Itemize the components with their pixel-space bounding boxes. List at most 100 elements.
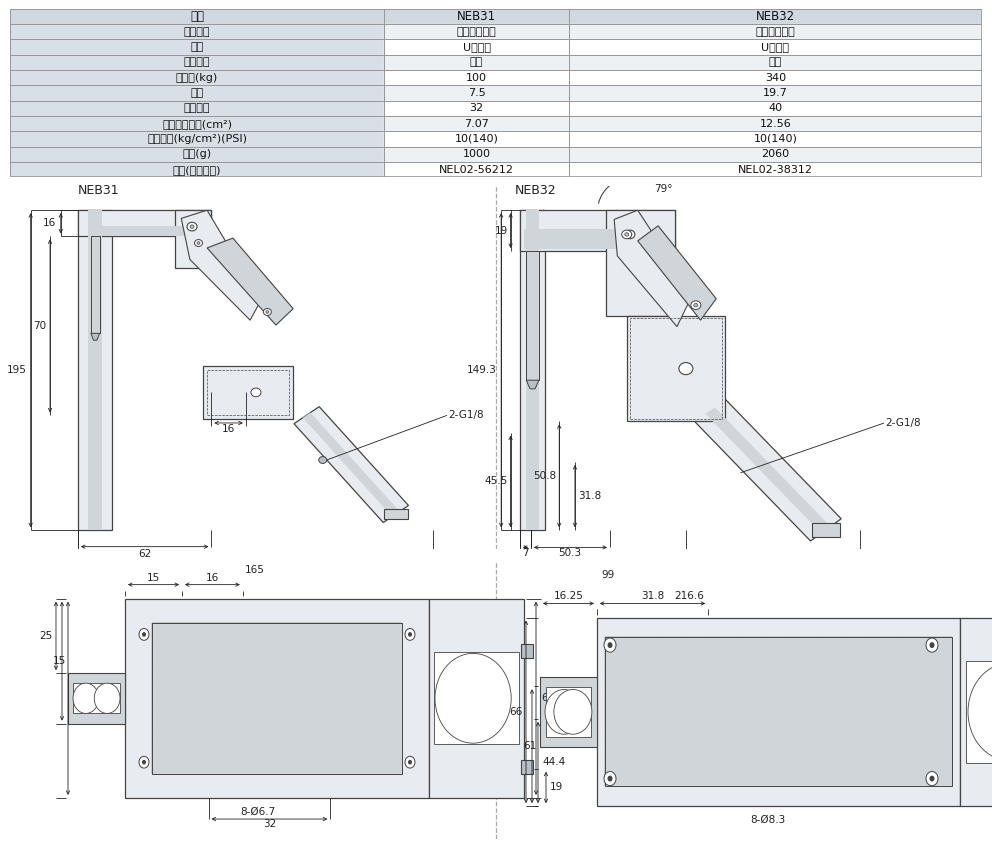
Circle shape	[139, 629, 149, 640]
Bar	[152, 623, 403, 774]
Text: NEL02-38312: NEL02-38312	[738, 164, 813, 175]
Polygon shape	[568, 24, 982, 39]
Polygon shape	[294, 407, 409, 522]
Text: 50.8: 50.8	[533, 471, 557, 481]
Text: 25: 25	[39, 631, 52, 641]
Text: NEB31: NEB31	[457, 10, 496, 22]
Circle shape	[408, 759, 412, 765]
Polygon shape	[10, 100, 384, 116]
Text: NEL02-56212: NEL02-56212	[439, 164, 514, 175]
Text: 19: 19	[494, 226, 508, 235]
Text: 70: 70	[33, 321, 46, 331]
Circle shape	[197, 241, 200, 244]
Circle shape	[622, 230, 632, 239]
Polygon shape	[10, 116, 384, 131]
Bar	[521, 644, 533, 658]
Circle shape	[187, 222, 197, 231]
Circle shape	[926, 772, 938, 785]
Bar	[606, 210, 676, 316]
Circle shape	[625, 230, 635, 239]
Text: 195: 195	[7, 365, 27, 375]
Circle shape	[607, 642, 612, 648]
Text: 附件(压头螺丝): 附件(压头螺丝)	[173, 164, 221, 175]
Bar	[384, 509, 408, 519]
Polygon shape	[384, 24, 568, 39]
Polygon shape	[10, 147, 384, 162]
Bar	[175, 210, 211, 267]
Circle shape	[625, 233, 629, 236]
Text: 气缸直径: 气缸直径	[184, 103, 210, 113]
Circle shape	[142, 759, 146, 765]
Text: 32: 32	[263, 819, 276, 829]
Text: 7.5: 7.5	[467, 88, 485, 98]
Text: 自重(g): 自重(g)	[183, 150, 211, 159]
Text: 67: 67	[541, 693, 555, 703]
Text: 碳钢: 碳钢	[470, 57, 483, 67]
Circle shape	[139, 756, 149, 768]
Bar	[540, 676, 597, 747]
Text: 44.4: 44.4	[542, 758, 565, 767]
Bar	[627, 316, 725, 421]
Text: 16.25: 16.25	[554, 592, 583, 601]
Circle shape	[190, 225, 194, 228]
Circle shape	[604, 772, 616, 785]
Polygon shape	[568, 86, 982, 100]
Text: 149.3: 149.3	[467, 365, 497, 375]
Circle shape	[251, 388, 261, 397]
Polygon shape	[568, 100, 982, 116]
Text: 15: 15	[53, 657, 66, 666]
Bar	[78, 210, 112, 530]
Polygon shape	[384, 86, 568, 100]
Text: 行程: 行程	[190, 88, 203, 98]
Polygon shape	[384, 147, 568, 162]
Bar	[546, 687, 591, 737]
Text: 216.6: 216.6	[675, 592, 704, 601]
Text: 8-Ø8.3: 8-Ø8.3	[750, 815, 785, 825]
Bar	[527, 210, 539, 530]
Text: 2-G1/8: 2-G1/8	[448, 410, 484, 420]
Bar	[73, 683, 120, 714]
Circle shape	[73, 683, 99, 714]
Bar	[966, 661, 992, 763]
Text: 2060: 2060	[762, 150, 790, 159]
Text: 40: 40	[769, 103, 783, 113]
Bar	[605, 638, 952, 786]
Text: 32: 32	[469, 103, 484, 113]
Polygon shape	[182, 210, 261, 320]
Circle shape	[194, 240, 202, 247]
Polygon shape	[384, 100, 568, 116]
Text: 340: 340	[765, 73, 786, 83]
Polygon shape	[568, 162, 982, 177]
Polygon shape	[10, 70, 384, 86]
Polygon shape	[527, 381, 539, 389]
Circle shape	[968, 663, 992, 760]
Bar	[520, 210, 546, 530]
Text: 31.8: 31.8	[578, 491, 601, 501]
Circle shape	[693, 304, 697, 307]
Text: 主体材质: 主体材质	[184, 57, 210, 67]
Text: 压把: 压把	[190, 42, 203, 52]
Text: 99: 99	[601, 570, 614, 580]
Polygon shape	[10, 39, 384, 54]
Text: 2-G1/8: 2-G1/8	[885, 418, 921, 428]
Text: U型压把: U型压把	[762, 42, 790, 52]
Polygon shape	[91, 333, 99, 340]
Polygon shape	[568, 39, 982, 54]
Text: NEB31: NEB31	[78, 184, 120, 197]
Circle shape	[679, 362, 692, 375]
Circle shape	[690, 301, 700, 310]
Text: 10(140): 10(140)	[754, 134, 798, 144]
Circle shape	[930, 642, 934, 648]
Circle shape	[604, 638, 616, 652]
Polygon shape	[10, 9, 384, 24]
Text: 66: 66	[509, 707, 522, 717]
Circle shape	[94, 683, 120, 714]
Polygon shape	[384, 131, 568, 147]
Bar	[206, 369, 289, 415]
Text: 代码: 代码	[190, 10, 204, 22]
Circle shape	[405, 756, 415, 768]
Polygon shape	[207, 238, 294, 325]
Circle shape	[318, 457, 326, 464]
Polygon shape	[705, 407, 830, 533]
Text: 62: 62	[138, 548, 152, 559]
